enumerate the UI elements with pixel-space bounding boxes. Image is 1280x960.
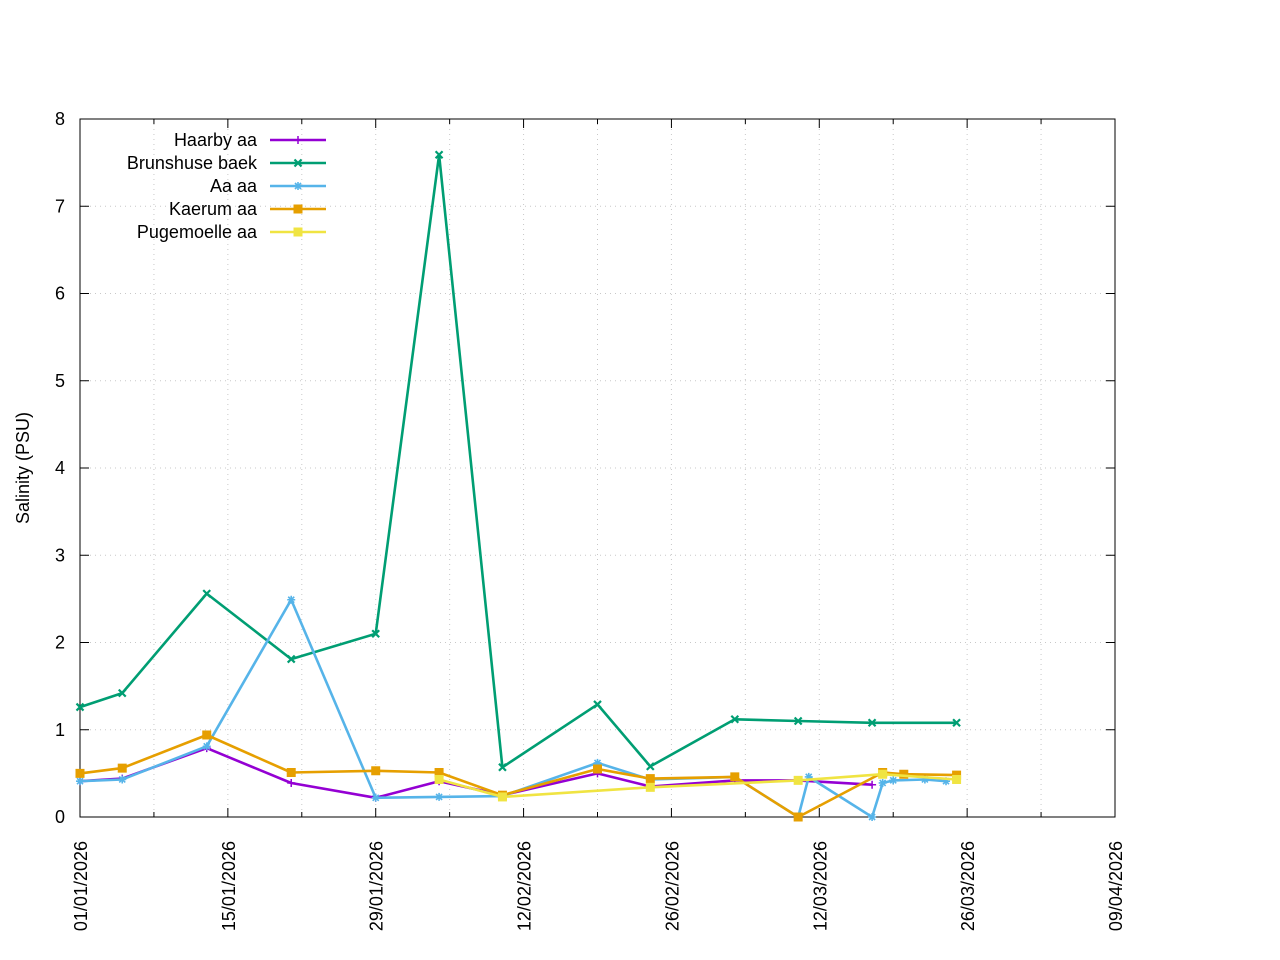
data-point-kaerum-aa xyxy=(730,772,740,782)
data-point-pugemoelle-aa xyxy=(497,792,507,802)
legend-label: Aa aa xyxy=(210,176,258,196)
data-point-kaerum-aa xyxy=(593,764,602,774)
y-tick-label: 7 xyxy=(55,196,65,216)
data-point-brunshuse-baek xyxy=(434,150,444,160)
y-tick-label: 8 xyxy=(55,109,65,129)
x-tick-label: 01/01/2026 xyxy=(71,841,91,931)
data-point-brunshuse-baek xyxy=(793,716,803,726)
data-point-brunshuse-baek xyxy=(646,762,655,771)
data-point-pugemoelle-aa xyxy=(434,774,444,784)
data-point-brunshuse-baek xyxy=(286,654,296,664)
legend-label: Haarby aa xyxy=(174,130,258,150)
data-point-pugemoelle-aa xyxy=(878,769,888,779)
legend-label: Kaerum aa xyxy=(169,199,258,219)
data-point-aa-aa xyxy=(868,813,877,821)
data-point-brunshuse-baek xyxy=(730,715,740,724)
data-point-kaerum-aa xyxy=(434,768,444,778)
legend-swatch-marker xyxy=(293,227,303,237)
data-point-brunshuse-baek xyxy=(867,718,877,728)
data-point-brunshuse-baek xyxy=(498,762,507,772)
legend-swatch-marker xyxy=(294,136,302,144)
data-point-kaerum-aa xyxy=(202,730,212,740)
data-point-aa-aa xyxy=(76,777,84,786)
data-point-aa-aa xyxy=(202,742,211,751)
data-point-brunshuse-baek xyxy=(952,718,961,728)
data-point-brunshuse-baek xyxy=(593,700,602,709)
x-tick-label: 15/01/2026 xyxy=(219,841,239,931)
y-tick-labels: 0 1 2 3 4 5 6 7 8 xyxy=(55,109,65,827)
legend-entry-brunshuse-baek: Brunshuse baek xyxy=(127,153,326,173)
x-tick-label: 12/03/2026 xyxy=(810,841,830,931)
data-point-aa-aa xyxy=(804,772,813,781)
data-point-brunshuse-baek xyxy=(202,589,212,598)
y-tick-label: 5 xyxy=(55,371,65,391)
data-point-brunshuse-baek xyxy=(371,629,380,639)
data-point-aa-aa xyxy=(371,793,380,802)
series-line-aa-aa xyxy=(79,598,947,819)
x-tick-label: 26/03/2026 xyxy=(958,841,978,931)
y-tick-label: 6 xyxy=(55,284,65,304)
legend-swatch-marker xyxy=(293,158,303,168)
legend: Haarby aa Brunshuse baek Aa aa Kaerum aa Pug… xyxy=(127,130,326,242)
series-line-kaerum-aa xyxy=(79,733,957,819)
x-tick-label: 29/01/2026 xyxy=(367,841,387,931)
legend-label: Pugemoelle aa xyxy=(137,222,258,242)
data-point-aa-aa xyxy=(287,595,296,604)
x-tick-label: 09/04/2026 xyxy=(1106,841,1126,931)
data-point-kaerum-aa xyxy=(793,812,803,822)
data-point-kaerum-aa xyxy=(371,766,381,776)
data-point-haarby-aa xyxy=(287,778,296,787)
legend-entry-aa-aa: Aa aa xyxy=(210,176,326,196)
legend-entry-pugemoelle-aa: Pugemoelle aa xyxy=(137,222,326,242)
data-point-kaerum-aa xyxy=(75,768,85,778)
series-brunshuse-baek xyxy=(75,150,961,772)
series-haarby-aa xyxy=(76,744,877,802)
y-tick-label: 0 xyxy=(55,807,65,827)
x-tick-labels: 01/01/2026 15/01/2026 29/01/2026 12/02/2026… xyxy=(71,841,1126,931)
y-tick-label: 2 xyxy=(55,633,65,653)
data-point-kaerum-aa xyxy=(899,769,909,779)
data-point-aa-aa xyxy=(942,777,951,786)
data-point-aa-aa xyxy=(878,778,887,787)
y-tick-label: 3 xyxy=(55,545,65,565)
data-point-kaerum-aa xyxy=(117,763,127,773)
legend-entry-kaerum-aa: Kaerum aa xyxy=(169,199,326,219)
data-point-aa-aa xyxy=(593,758,602,767)
series-layer xyxy=(75,150,962,822)
data-point-pugemoelle-aa xyxy=(793,775,803,785)
data-point-brunshuse-baek xyxy=(75,702,85,712)
data-point-aa-aa xyxy=(920,775,929,784)
y-axis-title: Salinity (PSU) xyxy=(13,412,33,524)
data-point-aa-aa xyxy=(889,776,898,785)
data-point-brunshuse-baek xyxy=(117,688,127,698)
series-line-brunshuse-baek xyxy=(79,153,957,769)
data-point-aa-aa xyxy=(118,775,127,784)
axis-ticks xyxy=(79,118,1116,818)
legend-swatch-marker xyxy=(294,182,302,190)
data-point-aa-aa xyxy=(435,792,444,801)
series-pugemoelle-aa xyxy=(434,769,962,802)
x-tick-label: 26/02/2026 xyxy=(662,841,682,931)
legend-label: Brunshuse baek xyxy=(127,153,258,173)
data-point-haarby-aa xyxy=(868,780,877,789)
series-line-pugemoelle-aa xyxy=(438,772,957,799)
legend-swatch-marker xyxy=(293,204,303,214)
x-tick-label: 12/02/2026 xyxy=(515,841,535,931)
data-point-pugemoelle-aa xyxy=(952,774,962,784)
data-point-kaerum-aa xyxy=(286,768,296,778)
y-tick-label: 4 xyxy=(55,458,65,478)
y-tick-label: 1 xyxy=(55,720,65,740)
data-point-kaerum-aa xyxy=(645,774,655,784)
data-point-pugemoelle-aa xyxy=(645,782,655,792)
legend-entry-haarby-aa: Haarby aa xyxy=(174,130,326,150)
